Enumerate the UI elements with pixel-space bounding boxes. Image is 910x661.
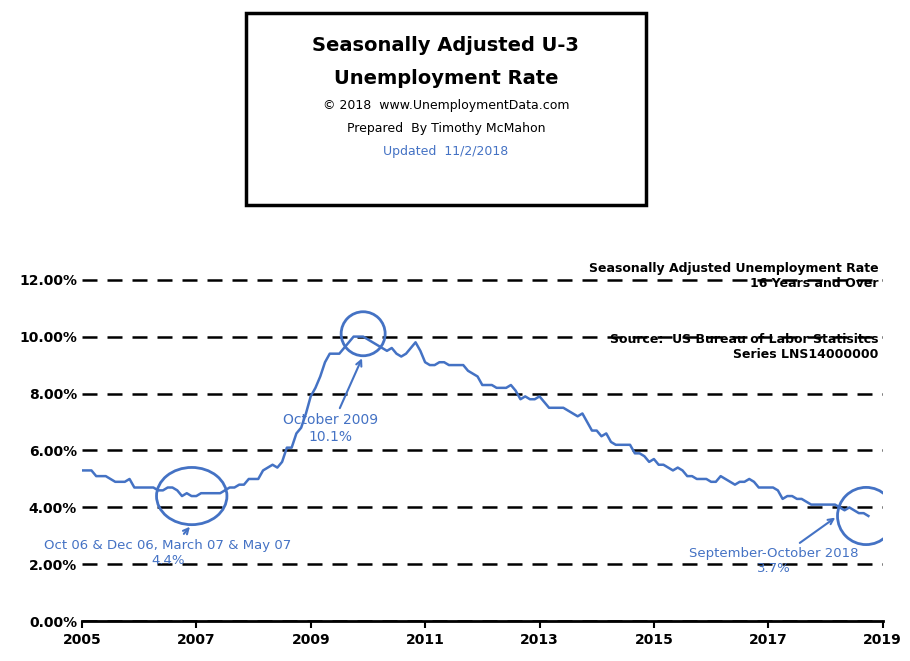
Text: Seasonally Adjusted U-3: Seasonally Adjusted U-3 (312, 36, 580, 56)
Text: September-October 2018
3.7%: September-October 2018 3.7% (689, 519, 859, 575)
Text: October 2009
10.1%: October 2009 10.1% (283, 360, 379, 444)
Text: Oct 06 & Dec 06, March 07 & May 07
4.4%: Oct 06 & Dec 06, March 07 & May 07 4.4% (44, 529, 291, 566)
Text: Unemployment Rate: Unemployment Rate (334, 69, 558, 89)
Text: Updated  11/2/2018: Updated 11/2/2018 (383, 145, 509, 159)
Text: Prepared  By Timothy McMahon: Prepared By Timothy McMahon (347, 122, 545, 136)
Text: © 2018  www.UnemploymentData.com: © 2018 www.UnemploymentData.com (323, 99, 569, 112)
Text: Source:  US Bureau of Labor Statisitcs
Series LNS14000000: Source: US Bureau of Labor Statisitcs Se… (611, 332, 879, 361)
Text: Seasonally Adjusted Unemployment Rate
16 Years and Over: Seasonally Adjusted Unemployment Rate 16… (589, 262, 879, 290)
